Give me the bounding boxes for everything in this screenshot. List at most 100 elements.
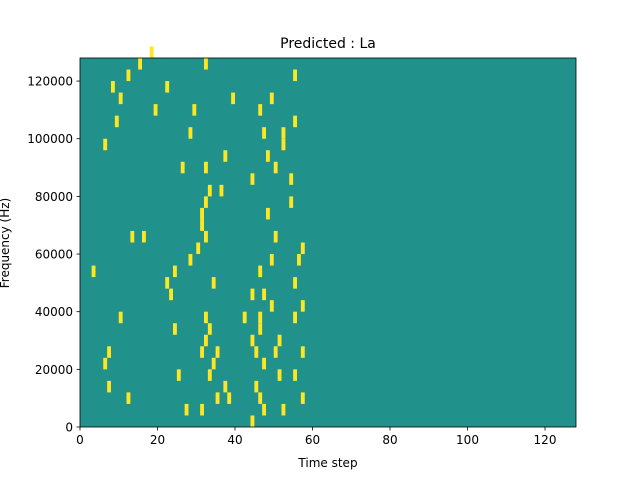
x-tick-label: 20 xyxy=(150,433,165,447)
heatmap-cell xyxy=(269,92,274,105)
heatmap-cell xyxy=(200,403,204,416)
y-tick-label: 20000 xyxy=(35,363,73,377)
heatmap-cell xyxy=(126,69,131,82)
heatmap-cell xyxy=(250,334,255,347)
heatmap-cell xyxy=(207,323,212,335)
heatmap-cell xyxy=(293,115,297,128)
x-tick-label: 120 xyxy=(534,433,557,447)
heatmap-cell xyxy=(250,415,255,427)
heatmap-cell xyxy=(215,392,220,404)
heatmap-cell xyxy=(204,334,208,347)
heatmap-cell xyxy=(107,346,111,358)
heatmap-cell xyxy=(266,207,270,220)
y-axis-label: Frequency (Hz) xyxy=(0,198,12,289)
heatmap-cell xyxy=(192,104,197,116)
heatmap-cell xyxy=(300,346,305,358)
heatmap-cell xyxy=(173,265,177,278)
heatmap-cell xyxy=(138,58,142,70)
heatmap-cell xyxy=(211,277,216,289)
heatmap-cell xyxy=(184,403,189,416)
y-tick-label: 120000 xyxy=(27,75,73,89)
heatmap-cell xyxy=(223,380,228,393)
heatmap-cell xyxy=(207,369,212,381)
x-axis: 0 20 40 60 80 100 120 xyxy=(76,427,556,447)
heatmap-cell xyxy=(258,104,263,116)
chart-title: Predicted : La xyxy=(280,36,376,52)
heatmap-cell xyxy=(300,242,305,255)
heatmap-cell xyxy=(142,230,146,243)
y-tick-label: 0 xyxy=(65,421,73,435)
heatmap-cell xyxy=(204,196,208,208)
heatmap-cell xyxy=(103,138,108,151)
heatmap-cell xyxy=(262,127,266,139)
x-axis-label: Time step xyxy=(297,456,357,470)
heatmap-cell xyxy=(188,127,193,139)
heatmap-cell xyxy=(173,323,177,335)
heatmap-cell xyxy=(250,173,255,185)
y-tick-label: 100000 xyxy=(27,132,73,146)
heatmap-cell xyxy=(293,69,297,82)
heatmap-cell xyxy=(153,104,158,116)
heatmap-cell xyxy=(273,230,278,243)
plot-area xyxy=(79,46,577,428)
heatmap-cell xyxy=(273,161,278,174)
heatmap-cell xyxy=(165,81,170,93)
heatmap-cell xyxy=(211,357,216,370)
heatmap-cell xyxy=(262,288,266,301)
heatmap-cell xyxy=(281,138,286,151)
heatmap-cell xyxy=(91,265,96,278)
heatmap-cell xyxy=(176,369,181,381)
heatmap-cell xyxy=(118,311,123,324)
heatmap-cell xyxy=(269,254,274,266)
x-tick-label: 40 xyxy=(227,433,242,447)
heatmap-cell xyxy=(180,161,185,174)
heatmap-cell xyxy=(227,392,232,404)
heatmap-cell xyxy=(126,392,131,404)
heatmap-cell xyxy=(204,230,208,243)
heatmap-cell xyxy=(118,92,123,105)
heatmap-cell xyxy=(200,346,204,358)
y-tick-label: 80000 xyxy=(35,190,73,204)
heatmap-cell xyxy=(242,311,247,324)
heatmap-cell xyxy=(111,81,115,93)
heatmap-cell xyxy=(258,311,263,324)
heatmap-cell xyxy=(215,346,220,358)
heatmap-cell xyxy=(103,357,108,370)
heatmap-cell xyxy=(289,173,294,185)
heatmap-cell xyxy=(266,150,270,162)
heatmap-cell xyxy=(262,403,266,416)
heatmap-cell xyxy=(254,380,259,393)
heatmap-cell xyxy=(188,254,193,266)
heatmap-cell xyxy=(107,380,111,393)
heatmap-cell xyxy=(254,346,259,358)
heatmap-cell xyxy=(277,334,282,347)
heatmap-cell xyxy=(204,311,208,324)
heatmap-cell xyxy=(297,254,301,266)
heatmap-cell xyxy=(277,369,282,381)
heatmap-cell xyxy=(149,46,154,58)
heatmap-cell xyxy=(130,230,135,243)
heatmap-cell xyxy=(204,58,208,70)
y-tick-label: 40000 xyxy=(35,305,73,319)
heatmap-cell xyxy=(200,219,204,231)
heatmap-cell xyxy=(281,127,286,139)
heatmap-cell xyxy=(223,150,228,162)
heatmap-cell xyxy=(293,277,297,289)
heatmap-cell xyxy=(258,323,263,335)
heatmap-cell xyxy=(219,184,224,197)
y-tick-label: 60000 xyxy=(35,248,73,262)
heatmap-cell xyxy=(300,392,305,404)
x-tick-label: 80 xyxy=(382,433,397,447)
heatmap-cell xyxy=(262,357,266,370)
heatmap-cell xyxy=(258,392,263,404)
heatmap-cell xyxy=(293,369,297,381)
heatmap-cell xyxy=(200,207,204,220)
heatmap-cell xyxy=(204,161,208,174)
heatmap-cell xyxy=(250,288,255,301)
heatmap-cell xyxy=(281,403,286,416)
heatmap-cell xyxy=(207,184,212,197)
heatmap-cell xyxy=(269,300,274,312)
y-axis: 0 20000 40000 60000 80000 100000 120000 xyxy=(27,75,80,435)
heatmap-cell xyxy=(169,288,173,301)
